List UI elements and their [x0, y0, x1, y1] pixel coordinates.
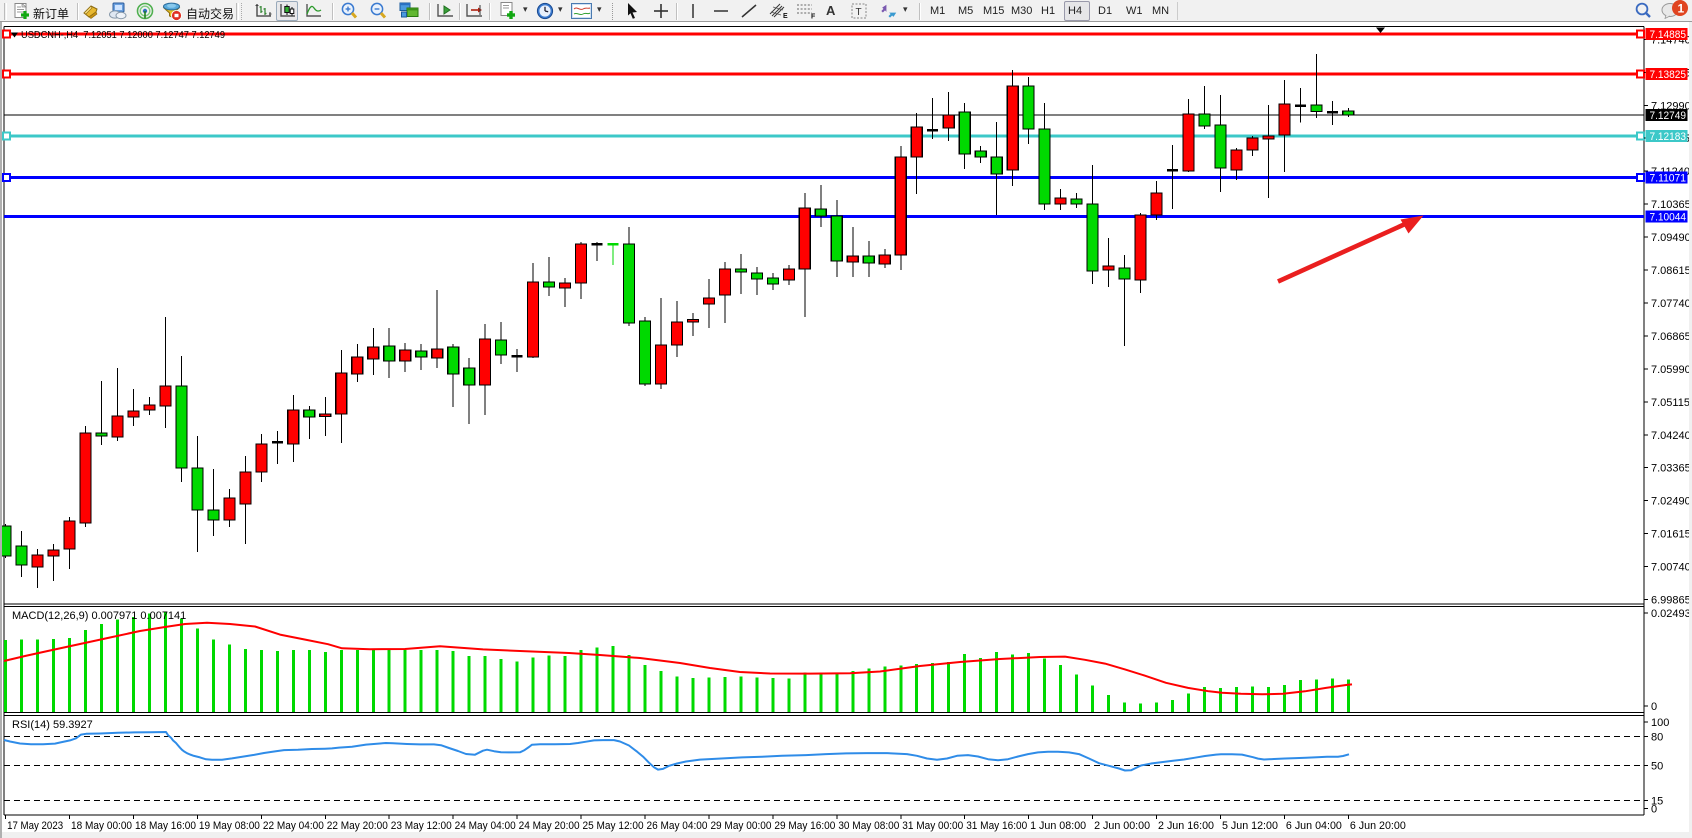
- svg-text:0.02493: 0.02493: [1651, 608, 1691, 620]
- svg-text:31 May 00:00: 31 May 00:00: [902, 820, 963, 832]
- svg-text:T: T: [856, 7, 862, 18]
- svg-text:USDCNH-,H4 7.12051 7.12000 7.: USDCNH-,H4 7.12051 7.12000 7.12747 7.127…: [21, 29, 225, 41]
- svg-text:31 May 16:00: 31 May 16:00: [966, 820, 1027, 832]
- svg-text:7.13825: 7.13825: [1650, 69, 1687, 81]
- svg-text:23 May 12:00: 23 May 12:00: [391, 820, 452, 832]
- svg-text:7.07740: 7.07740: [1651, 298, 1691, 310]
- svg-text:50: 50: [1651, 760, 1663, 772]
- svg-text:18 May 00:00: 18 May 00:00: [71, 820, 132, 832]
- svg-text:7.06865: 7.06865: [1651, 331, 1691, 343]
- svg-text:MACD(12,26,9) 0.007971 0.00714: MACD(12,26,9) 0.007971 0.007141: [12, 610, 186, 622]
- svg-text:0: 0: [1651, 804, 1657, 816]
- svg-text:E: E: [783, 13, 788, 20]
- svg-text:29 May 00:00: 29 May 00:00: [710, 820, 771, 832]
- svg-text:7.05990: 7.05990: [1651, 364, 1691, 376]
- svg-text:22 May 20:00: 22 May 20:00: [327, 820, 388, 832]
- svg-text:29 May 16:00: 29 May 16:00: [774, 820, 835, 832]
- svg-text:F: F: [811, 14, 816, 21]
- svg-text:7.05115: 7.05115: [1651, 397, 1690, 409]
- svg-text:7.10365: 7.10365: [1651, 199, 1691, 211]
- svg-text:30 May 08:00: 30 May 08:00: [838, 820, 899, 832]
- svg-text:7.10044: 7.10044: [1650, 212, 1687, 224]
- svg-text:19 May 08:00: 19 May 08:00: [199, 820, 260, 832]
- svg-text:1: 1: [1678, 2, 1685, 16]
- svg-text:22 May 04:00: 22 May 04:00: [263, 820, 324, 832]
- svg-text:0: 0: [1651, 701, 1657, 713]
- svg-text:7.11071: 7.11071: [1650, 173, 1687, 185]
- svg-text:80: 80: [1651, 731, 1663, 743]
- svg-text:2 Jun 00:00: 2 Jun 00:00: [1094, 820, 1150, 832]
- svg-text:7.04240: 7.04240: [1651, 430, 1691, 442]
- svg-text:7.00740: 7.00740: [1651, 562, 1691, 574]
- svg-text:7.09490: 7.09490: [1651, 232, 1691, 244]
- svg-text:24 May 20:00: 24 May 20:00: [519, 820, 580, 832]
- svg-text:17 May 2023: 17 May 2023: [7, 820, 63, 832]
- svg-text:7.03365: 7.03365: [1651, 463, 1691, 475]
- svg-text:7.08615: 7.08615: [1651, 265, 1691, 277]
- svg-text:24 May 04:00: 24 May 04:00: [455, 820, 516, 832]
- svg-text:6 Jun 20:00: 6 Jun 20:00: [1350, 820, 1406, 832]
- svg-text:18 May 16:00: 18 May 16:00: [135, 820, 196, 832]
- svg-text:6 Jun 04:00: 6 Jun 04:00: [1286, 820, 1342, 832]
- svg-text:26 May 04:00: 26 May 04:00: [647, 820, 708, 832]
- svg-text:7.14885: 7.14885: [1650, 29, 1687, 41]
- svg-text:15: 15: [1651, 795, 1663, 807]
- svg-text:5 Jun 12:00: 5 Jun 12:00: [1222, 820, 1278, 832]
- svg-text:2 Jun 16:00: 2 Jun 16:00: [1158, 820, 1214, 832]
- svg-text:7.12183: 7.12183: [1650, 131, 1687, 143]
- svg-text:RSI(14) 59.3927: RSI(14) 59.3927: [12, 719, 93, 731]
- svg-text:7.01615: 7.01615: [1651, 529, 1691, 541]
- svg-text:100: 100: [1651, 717, 1669, 729]
- svg-text:7.12749: 7.12749: [1650, 110, 1687, 122]
- svg-text:1 Jun 08:00: 1 Jun 08:00: [1030, 820, 1086, 832]
- svg-text:6.99865: 6.99865: [1651, 595, 1691, 607]
- svg-text:25 May 12:00: 25 May 12:00: [583, 820, 644, 832]
- svg-text:7.02490: 7.02490: [1651, 496, 1691, 508]
